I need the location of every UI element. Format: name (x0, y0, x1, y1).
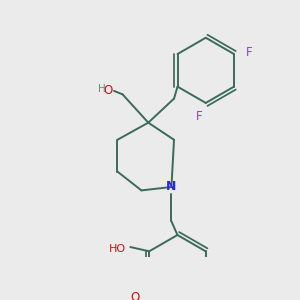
Text: F: F (196, 110, 202, 123)
Text: O: O (131, 291, 140, 300)
Text: HO: HO (109, 244, 126, 254)
Text: H: H (98, 84, 106, 94)
Text: F: F (246, 46, 253, 59)
Text: O: O (103, 84, 112, 98)
Text: N: N (166, 181, 177, 194)
